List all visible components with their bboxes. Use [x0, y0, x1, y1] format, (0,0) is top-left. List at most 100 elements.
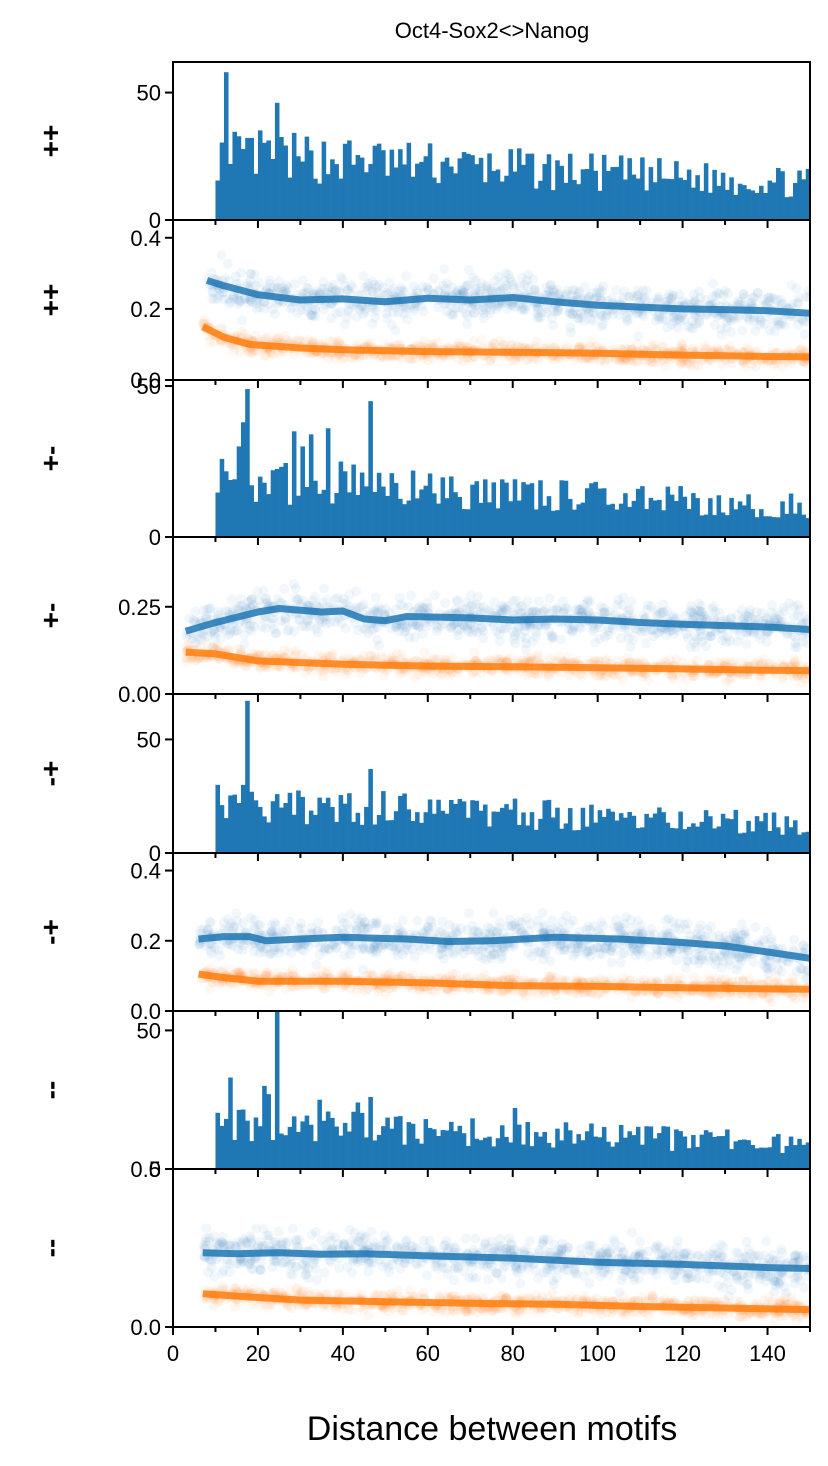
scatter-point [448, 309, 459, 320]
scatter-point [468, 272, 479, 283]
scatter-point [665, 947, 676, 958]
scatter-point [623, 633, 634, 644]
histogram-bar [406, 809, 412, 853]
histogram-bar [253, 501, 259, 537]
histogram-bar [580, 169, 586, 220]
scatter-point [567, 309, 578, 320]
scatter-point [660, 915, 671, 926]
scatter-point [212, 293, 223, 304]
scatter-point [302, 613, 313, 624]
scatter-point [491, 286, 502, 297]
scatter-point [394, 592, 405, 603]
scatter-point [547, 354, 558, 365]
scatter-point [337, 354, 348, 365]
scatter-point [395, 338, 406, 349]
scatter-point [396, 282, 407, 293]
scatter-point [554, 651, 565, 662]
scatter-point [370, 592, 381, 603]
histogram-bar [593, 822, 598, 853]
scatter-point [752, 287, 763, 298]
histogram-bar [733, 194, 739, 220]
scatter-point [285, 304, 296, 315]
scatter-point [668, 312, 679, 323]
scatter-point [677, 357, 688, 368]
scatter-point [583, 594, 594, 605]
scatter-point [380, 290, 391, 301]
scatter-point [283, 624, 294, 635]
histogram-bar [801, 179, 807, 220]
scatter-point [579, 315, 590, 326]
scatter-point [442, 278, 453, 289]
scatter-point [764, 658, 775, 669]
histogram-bar [398, 795, 403, 853]
scatter-point [702, 924, 713, 935]
scatter-point [577, 607, 588, 618]
histogram-bar [478, 502, 484, 537]
scatter-point [349, 618, 360, 629]
scatter-point [409, 632, 420, 643]
scatter-point [489, 300, 500, 311]
scatter-point [792, 610, 803, 621]
scatter-point [717, 635, 728, 646]
scatter-point [581, 946, 592, 957]
scatter-point [694, 610, 705, 621]
scatter-point [312, 925, 323, 936]
histogram-bar [317, 797, 322, 853]
scatter-point [547, 284, 558, 295]
scatter-point [560, 603, 571, 614]
scatter-point [533, 921, 544, 932]
scatter-point [695, 292, 706, 303]
scatter-point [469, 621, 480, 632]
scatter-point [654, 311, 665, 322]
scatter-point [437, 280, 448, 291]
scatter-point [668, 290, 679, 301]
histogram-bar [661, 812, 666, 853]
histogram-bar [763, 192, 768, 220]
scatter-point [397, 927, 408, 938]
scatter-point [295, 599, 306, 610]
y-tick-label: 0.0 [130, 368, 161, 393]
scatter-point [591, 670, 602, 681]
histogram-bar [665, 178, 671, 220]
scatter-point [308, 288, 319, 299]
scatter-point [462, 620, 473, 631]
scatter-point [356, 601, 367, 612]
scatter-point [551, 938, 562, 949]
scatter-point [469, 308, 480, 319]
scatter-point [583, 946, 594, 957]
scatter-point [268, 349, 279, 360]
scatter-point [267, 304, 278, 315]
histogram-bar [742, 505, 747, 537]
scatter-point [538, 923, 549, 934]
scatter-point [766, 936, 777, 947]
scatter-point [335, 272, 346, 283]
scatter-point [398, 601, 409, 612]
scatter-point [590, 656, 601, 667]
scatter-point [389, 941, 400, 952]
scatter-point [689, 295, 700, 306]
scatter-point [444, 948, 455, 959]
histogram-bar [538, 818, 543, 853]
scatter-point [744, 314, 755, 325]
scatter-point [589, 623, 600, 634]
scatter-point [300, 336, 311, 347]
scatter-point [690, 318, 701, 329]
scatter-point [651, 605, 662, 616]
scatter-point [688, 610, 699, 621]
histogram-bar [623, 493, 628, 537]
scatter-point [687, 323, 698, 334]
scatter-point [651, 949, 662, 960]
scatter-point [592, 925, 603, 936]
histogram-bar [257, 476, 263, 537]
scatter-point [495, 623, 506, 634]
scatter-point [404, 617, 415, 628]
scatter-point [637, 671, 648, 682]
scatter-point [524, 655, 535, 666]
scatter-point [508, 280, 519, 291]
scatter-point [418, 306, 429, 317]
histogram-bar [618, 155, 624, 220]
scatter-point [514, 281, 525, 292]
scatter-point [325, 651, 336, 662]
scatter-point [274, 276, 285, 287]
histogram-bar [716, 185, 722, 220]
